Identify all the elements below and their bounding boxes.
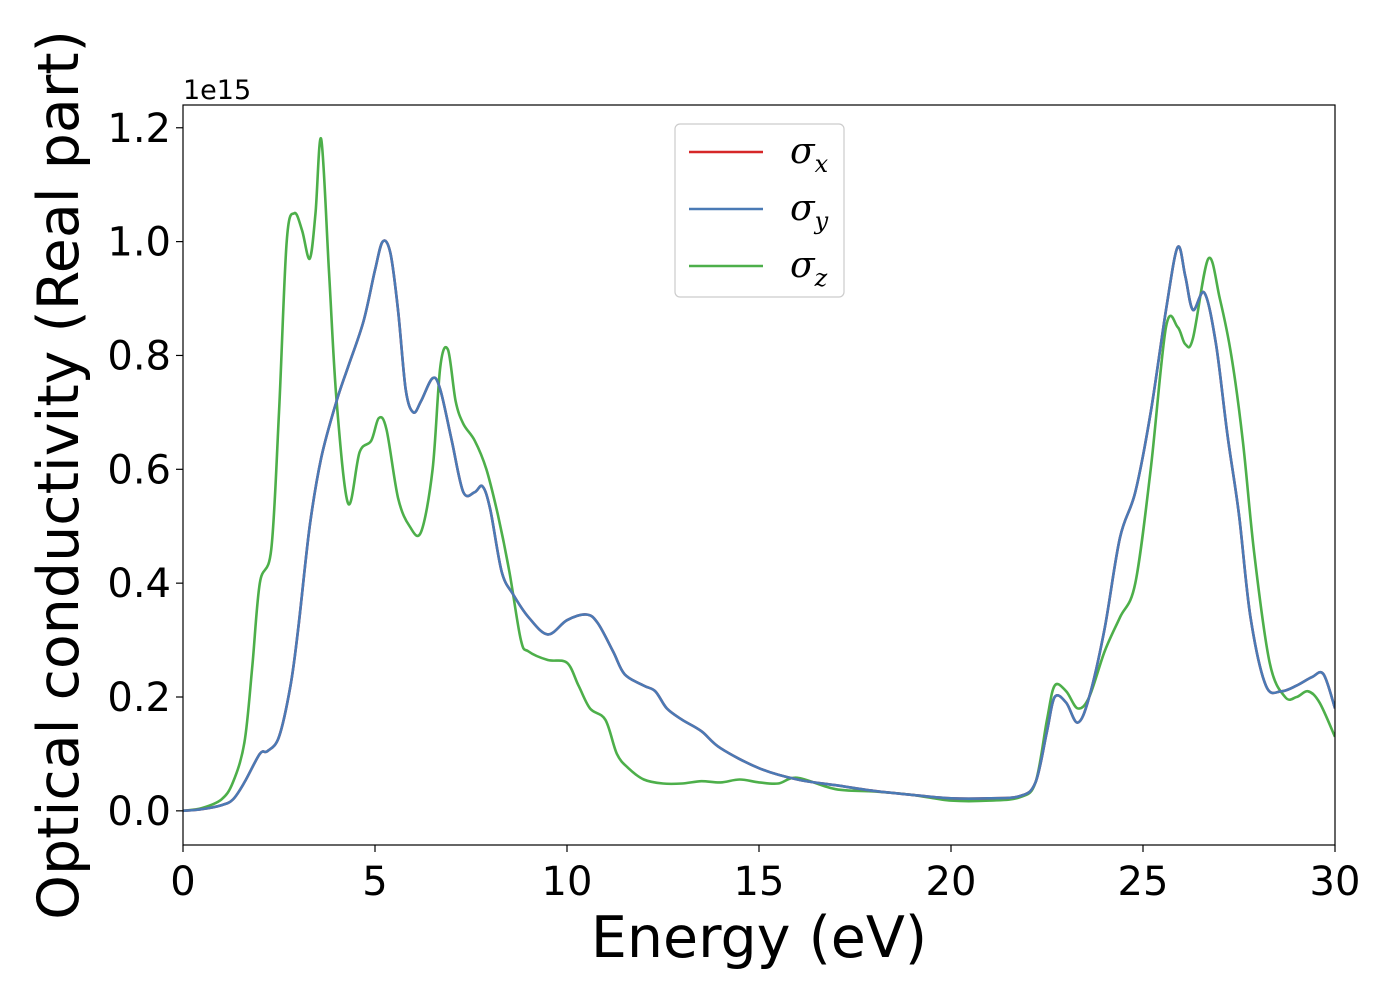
- y-tick-label: 1.0: [107, 220, 171, 266]
- y-tick-label: 1.2: [107, 106, 171, 152]
- x-tick-label: 25: [1118, 859, 1169, 905]
- y-tick-label: 0.4: [107, 561, 171, 607]
- x-tick-label: 20: [926, 859, 977, 905]
- y-tick-label: 0.0: [107, 789, 171, 835]
- y-tick-label: 0.2: [107, 675, 171, 721]
- x-tick-label: 5: [362, 859, 387, 905]
- y-offset-label: 1e15: [183, 75, 251, 106]
- y-axis-title: Optical conductivity (Real part): [26, 30, 92, 920]
- y-tick-label: 0.6: [107, 447, 171, 493]
- x-axis-title: Energy (eV): [591, 905, 927, 971]
- y-tick-label: 0.8: [107, 333, 171, 379]
- x-axis-ticks: 0 5 10 15 20 25 30: [170, 845, 1360, 905]
- x-tick-label: 30: [1310, 859, 1361, 905]
- series-line-z: [183, 137, 1335, 813]
- series-line-y: [183, 239, 1335, 813]
- x-tick-label: 10: [542, 859, 593, 905]
- x-tick-label: 15: [734, 859, 785, 905]
- x-tick-label: 0: [170, 859, 195, 905]
- legend-box: [674, 123, 845, 298]
- series-layer: [183, 137, 1335, 813]
- y-axis-ticks: 0.0 0.2 0.4 0.6 0.8 1.0 1.2: [107, 106, 183, 835]
